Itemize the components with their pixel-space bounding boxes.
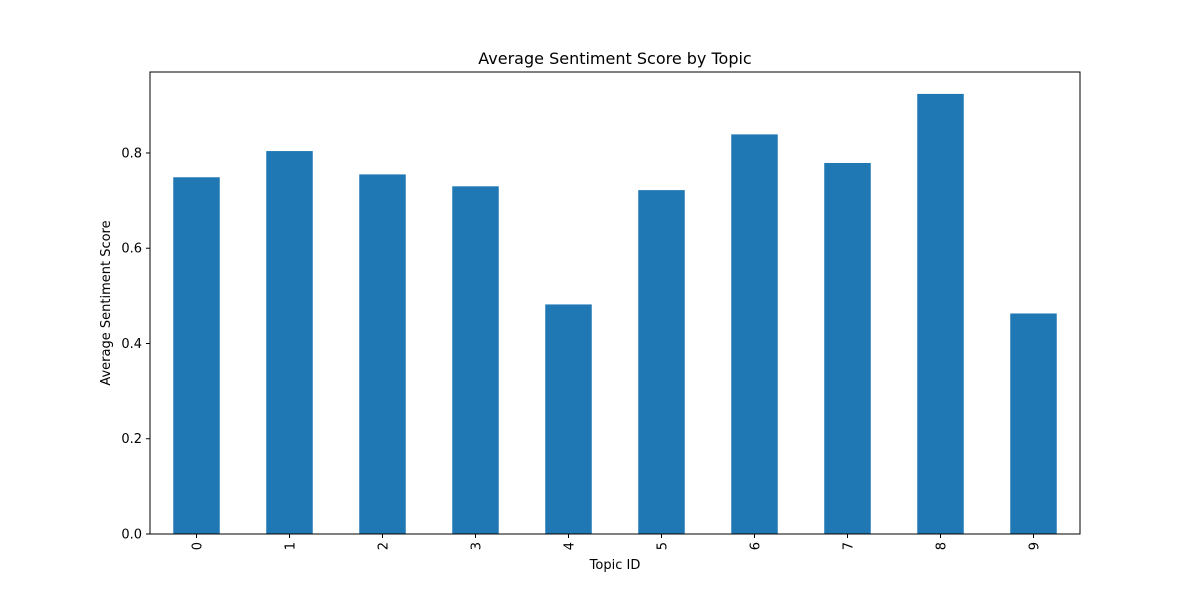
bar-topic-5	[638, 190, 685, 535]
bar-topic-8	[917, 93, 964, 535]
y-tick-label: 0.8	[121, 146, 142, 161]
bar-topic-6	[731, 134, 778, 535]
bars-group	[173, 93, 1057, 535]
bar-topic-9	[1010, 313, 1057, 534]
bar-topic-1	[266, 151, 313, 535]
x-tick-label: 1	[284, 542, 299, 550]
y-tick-label: 0.0	[121, 528, 142, 543]
plot-frame	[149, 71, 1081, 535]
plot-area: 0.0 0.2 0.4 0.6 0.8 0 1 2 3 4 5 6 7 8 9	[121, 71, 1081, 550]
y-tick-label: 0.4	[121, 337, 142, 352]
y-axis-label: Average Sentiment Score	[99, 220, 114, 385]
x-tick-label: 7	[842, 542, 857, 550]
x-tick-label: 0	[191, 542, 206, 550]
x-tick-label: 8	[935, 542, 950, 550]
x-axis-ticks: 0 1 2 3 4 5 6 7 8 9	[191, 534, 1043, 550]
y-tick-label: 0.2	[121, 432, 142, 447]
bar-topic-0	[173, 177, 220, 534]
x-tick-label: 9	[1028, 542, 1043, 550]
bar-topic-3	[452, 186, 499, 535]
bar-topic-7	[824, 162, 871, 534]
y-tick-label: 0.6	[121, 242, 142, 257]
x-axis-label: Topic ID	[589, 558, 641, 573]
chart-title: Average Sentiment Score by Topic	[478, 49, 751, 68]
bar-topic-4	[545, 304, 592, 534]
x-tick-label: 3	[470, 542, 485, 550]
y-axis-ticks: 0.0 0.2 0.4 0.6 0.8	[121, 146, 150, 543]
x-tick-label: 6	[749, 542, 764, 550]
x-tick-label: 5	[656, 542, 671, 550]
x-tick-label: 2	[377, 542, 392, 550]
bar-topic-2	[359, 174, 406, 534]
x-tick-label: 4	[563, 542, 578, 550]
